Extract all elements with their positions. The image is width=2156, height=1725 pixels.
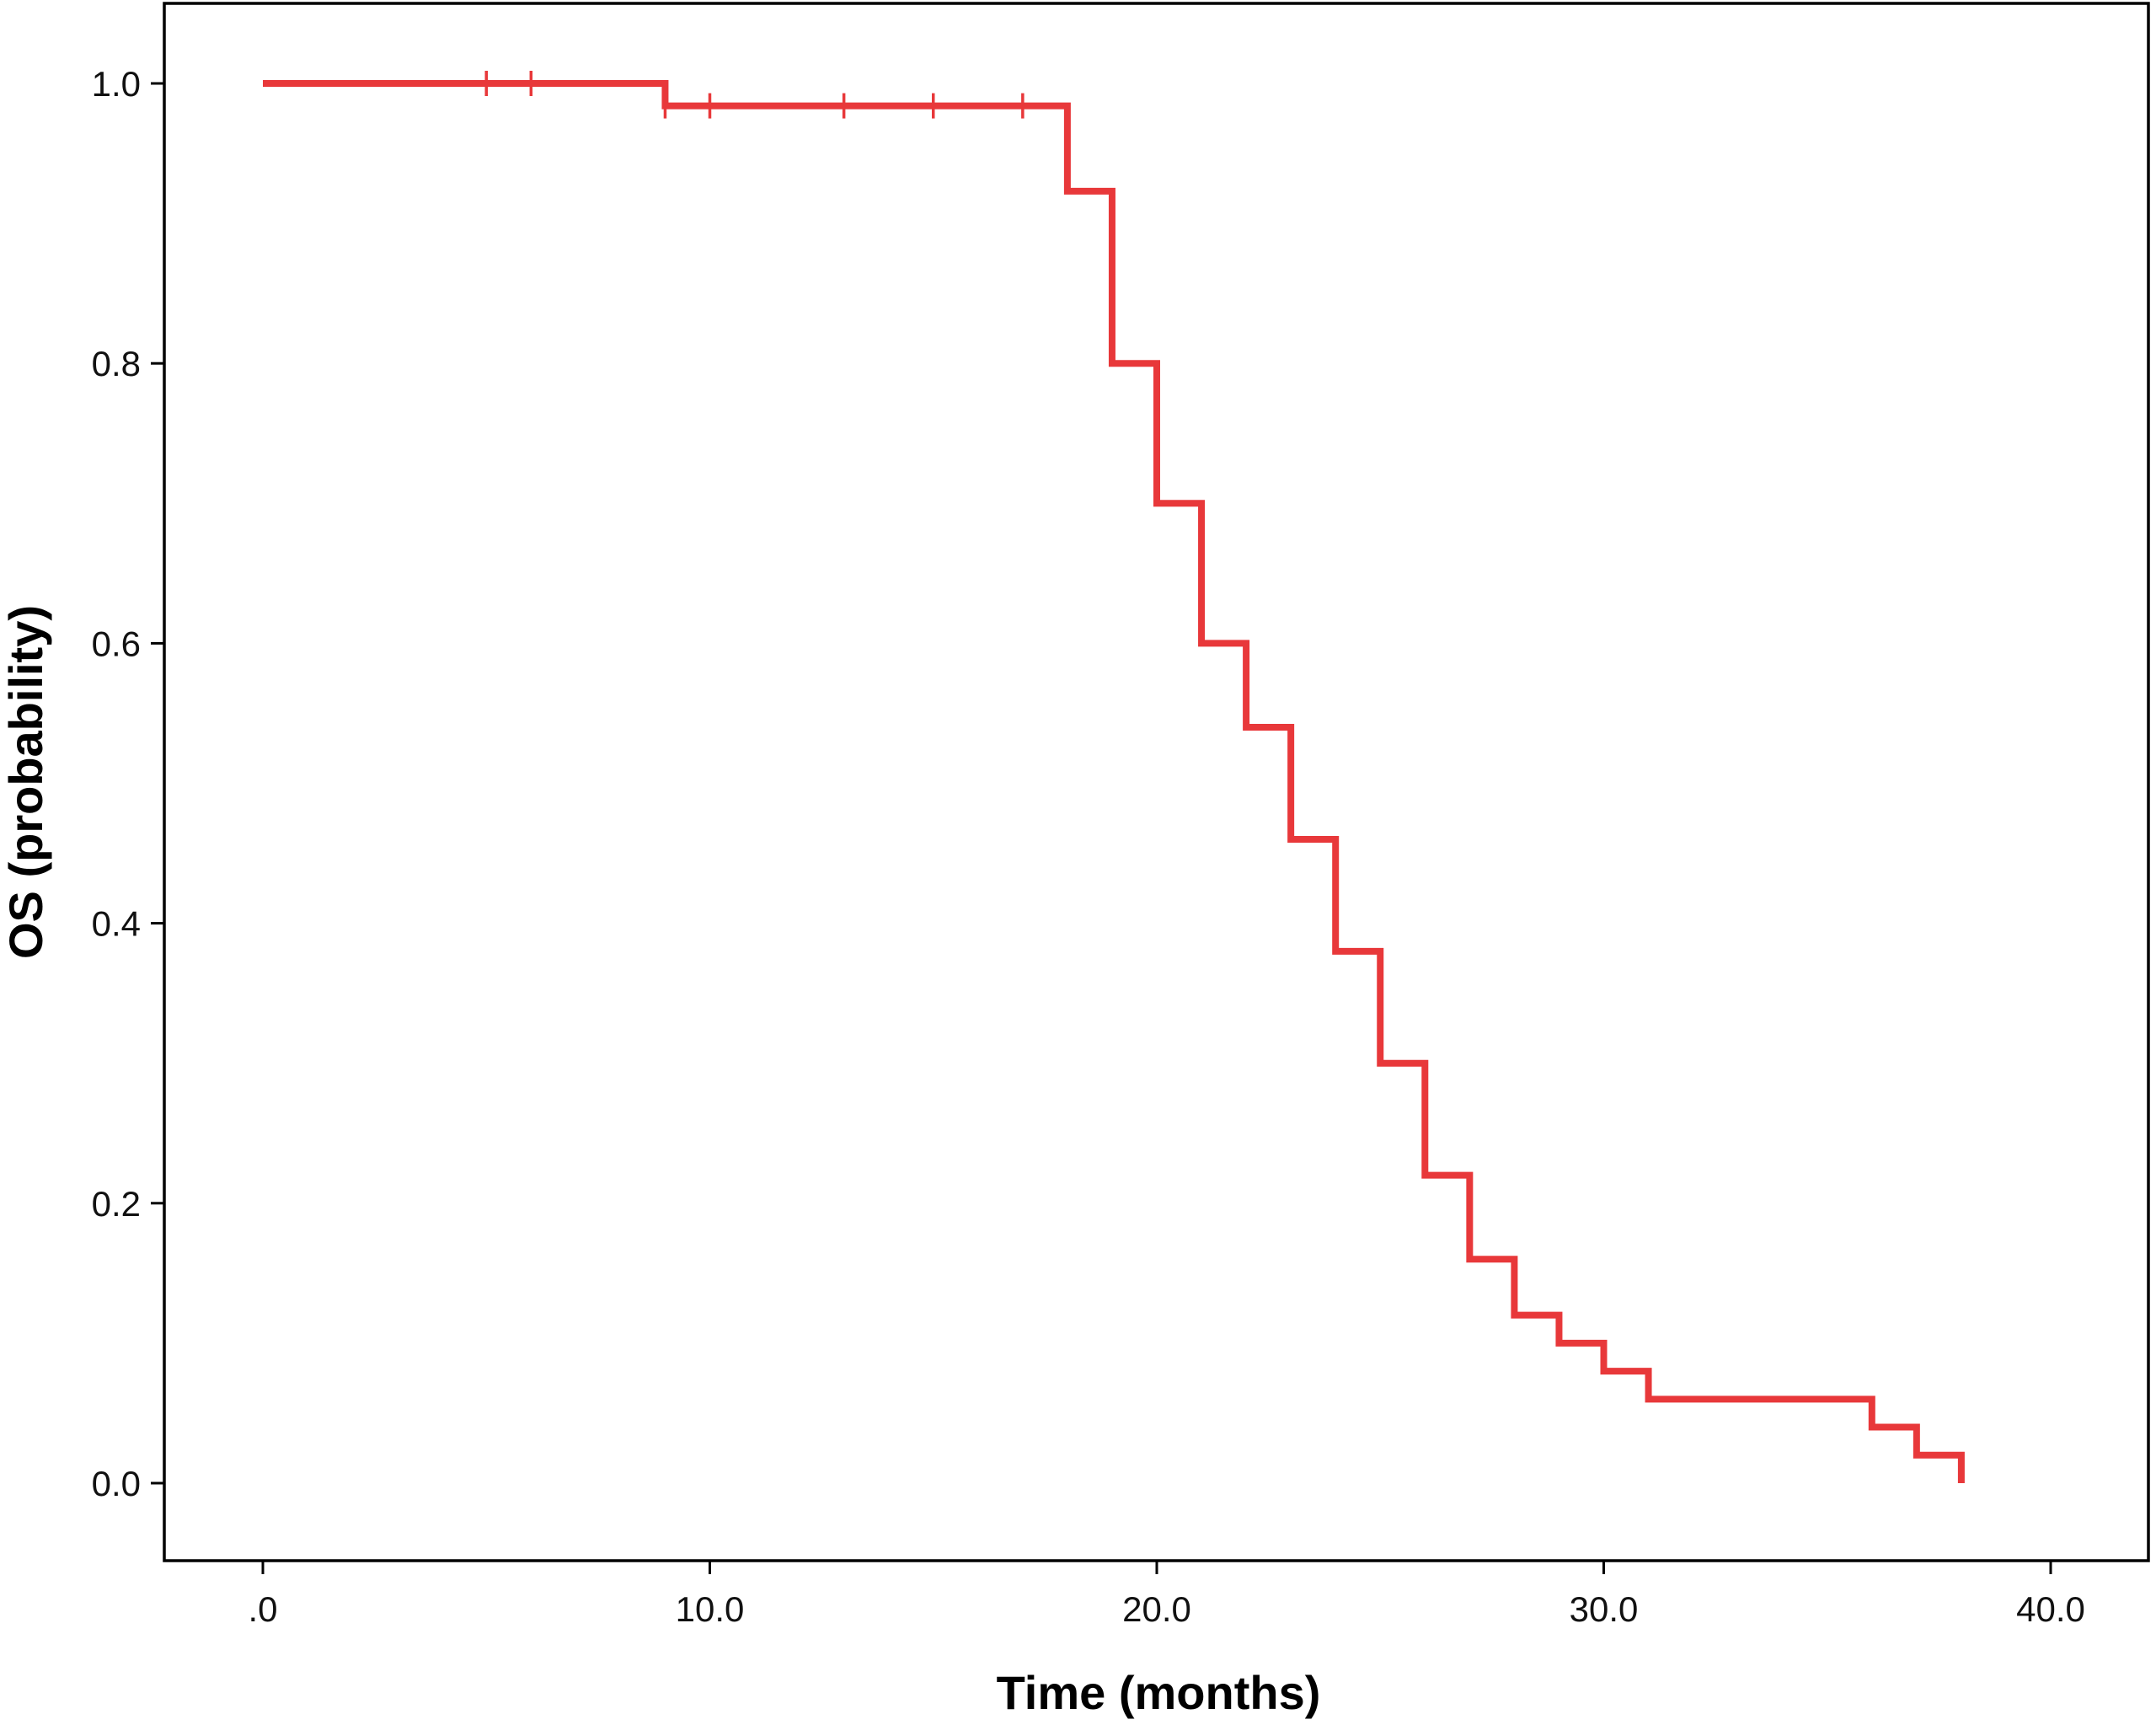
y-tick-label: 0.8 <box>92 344 141 383</box>
y-tick-label: 0.6 <box>92 624 141 663</box>
y-tick-label: 0.0 <box>92 1464 141 1503</box>
survival-step-line <box>263 80 1965 1483</box>
survival-series <box>263 71 1965 1483</box>
x-axis-title: Time (months) <box>997 1666 1321 1719</box>
y-axis-title: OS (probability) <box>0 605 52 959</box>
y-tick-label: 0.4 <box>92 904 141 944</box>
y-axis: 0.0 0.2 0.4 0.6 0.8 1.0 <box>92 64 164 1503</box>
x-tick-label: .0 <box>248 1589 277 1629</box>
x-tick-label: 30.0 <box>1570 1589 1639 1629</box>
x-tick-label: 20.0 <box>1122 1589 1191 1629</box>
y-tick-label: 1.0 <box>92 64 141 104</box>
x-tick-label: 40.0 <box>2016 1589 2085 1629</box>
x-tick-label: 10.0 <box>676 1589 745 1629</box>
y-tick-label: 0.2 <box>92 1184 141 1224</box>
plot-frame <box>163 2 2150 1562</box>
x-axis: .0 10.0 20.0 30.0 40.0 <box>248 1561 2085 1629</box>
